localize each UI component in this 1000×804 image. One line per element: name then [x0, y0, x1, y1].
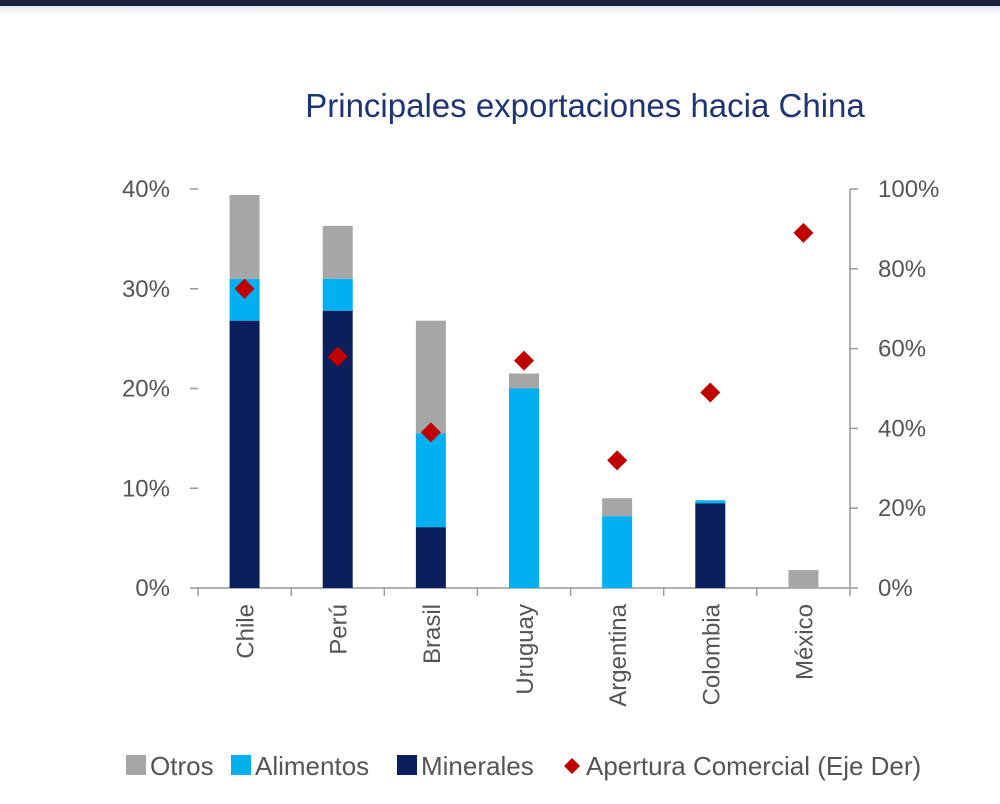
- chart-axes: 0% 10% 20% 30% 40% 0% 20% 40% 60% 80% 100%: [122, 176, 939, 602]
- apertura-marker: [514, 350, 534, 371]
- category-label: Colombia: [698, 603, 725, 705]
- category-labels: Chile Perú Brasil Uruguay Argentina Colombia M…: [233, 603, 819, 706]
- apertura-marker: [234, 278, 255, 299]
- category-label: Perú: [326, 604, 353, 655]
- category-label: Brasil: [419, 604, 446, 664]
- legend-label: Alimentos: [255, 751, 369, 781]
- bar-alimentos: [415, 433, 446, 528]
- bar-series: [229, 194, 819, 588]
- left-axis-label: 30%: [122, 276, 170, 303]
- legend-label: Otros: [150, 751, 214, 781]
- legend-swatch: [397, 755, 417, 775]
- right-axis-label: 100%: [878, 176, 939, 203]
- legend-label: Minerales: [421, 751, 534, 781]
- bar-minerales: [695, 503, 726, 588]
- apertura-marker: [327, 346, 348, 367]
- bar-otros: [322, 225, 353, 279]
- bar-otros: [229, 194, 260, 279]
- apertura-marker: [420, 422, 441, 443]
- category-label: Argentina: [605, 603, 632, 706]
- bar-alimentos: [695, 500, 726, 504]
- apertura-marker: [700, 382, 721, 403]
- bar-alimentos: [322, 278, 353, 311]
- apertura-marker: [793, 222, 814, 243]
- legend-swatch: [231, 755, 251, 775]
- window-top-bar-shadow: [0, 6, 1000, 16]
- right-axis-label: 20%: [878, 495, 926, 522]
- category-label: Uruguay: [512, 604, 539, 695]
- right-axis-label: 80%: [878, 256, 926, 283]
- bar-otros: [415, 320, 446, 434]
- chart-legend: Otros Alimentos Minerales Apertura Comercia…: [126, 751, 921, 781]
- left-axis-label: 0%: [135, 575, 170, 602]
- right-axis-label: 40%: [878, 415, 926, 442]
- window-top-bar: [0, 0, 1000, 6]
- left-axis-label: 20%: [122, 376, 170, 403]
- right-axis-label: 60%: [878, 336, 926, 363]
- category-label: México: [791, 604, 818, 680]
- apertura-marker: [607, 450, 628, 471]
- apertura-markers: [234, 222, 814, 471]
- bar-otros: [602, 498, 633, 517]
- bar-otros: [788, 570, 819, 588]
- bar-minerales: [415, 527, 446, 588]
- bar-alimentos: [602, 516, 633, 588]
- bar-minerales: [229, 320, 260, 588]
- chart-title: Principales exportaciones hacia China: [305, 87, 865, 124]
- legend-label: Apertura Comercial (Eje Der): [586, 751, 921, 781]
- right-axis-label: 0%: [878, 575, 913, 602]
- left-axis-label: 10%: [122, 475, 170, 502]
- bar-alimentos: [509, 388, 539, 588]
- legend-marker: [564, 758, 580, 774]
- legend-swatch: [126, 755, 146, 775]
- category-label: Chile: [233, 604, 260, 659]
- bar-otros: [509, 373, 539, 389]
- left-axis-label: 40%: [122, 176, 170, 203]
